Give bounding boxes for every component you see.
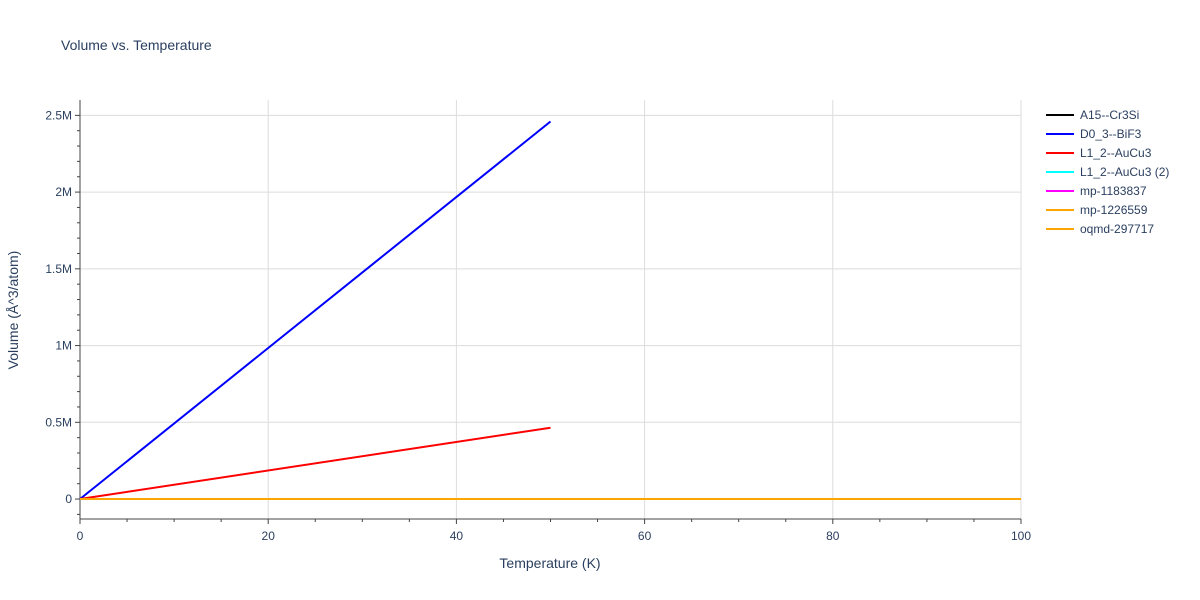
legend: A15--Cr3Si D0_3--BiF3 L1_2--AuCu3 L1_2--AuC… (1046, 108, 1169, 236)
grid (80, 100, 1021, 519)
y-axis-title: Volume (Å^3/atom) (5, 251, 21, 370)
series-line (80, 122, 551, 500)
plot-area (80, 122, 1021, 500)
axes: 0 20 40 60 80 100 0 0.5M 1M 1.5M 2M 2.5M (45, 100, 1031, 543)
y-tick-label: 2M (55, 185, 72, 199)
legend-label: L1_2--AuCu3 (1080, 146, 1152, 160)
x-tick-label: 60 (638, 529, 652, 543)
x-tick-label: 0 (77, 529, 84, 543)
x-tick-label: 100 (1011, 529, 1031, 543)
y-tick-label: 1M (55, 339, 72, 353)
legend-label: L1_2--AuCu3 (2) (1080, 165, 1169, 179)
legend-label: A15--Cr3Si (1080, 108, 1139, 122)
y-tick-label: 2.5M (45, 108, 72, 122)
x-tick-label: 20 (262, 529, 276, 543)
legend-label: mp-1226559 (1080, 203, 1148, 217)
series-line (80, 428, 551, 499)
legend-label: D0_3--BiF3 (1080, 127, 1142, 141)
y-tick-label: 0 (65, 492, 72, 506)
chart-title: Volume vs. Temperature (61, 37, 212, 53)
x-axis-title: Temperature (K) (499, 555, 600, 571)
legend-label: oqmd-297717 (1080, 222, 1154, 236)
y-tick-label: 0.5M (45, 415, 72, 429)
legend-label: mp-1183837 (1080, 184, 1147, 198)
x-tick-label: 80 (826, 529, 840, 543)
x-tick-label: 40 (450, 529, 464, 543)
y-tick-label: 1.5M (45, 262, 72, 276)
